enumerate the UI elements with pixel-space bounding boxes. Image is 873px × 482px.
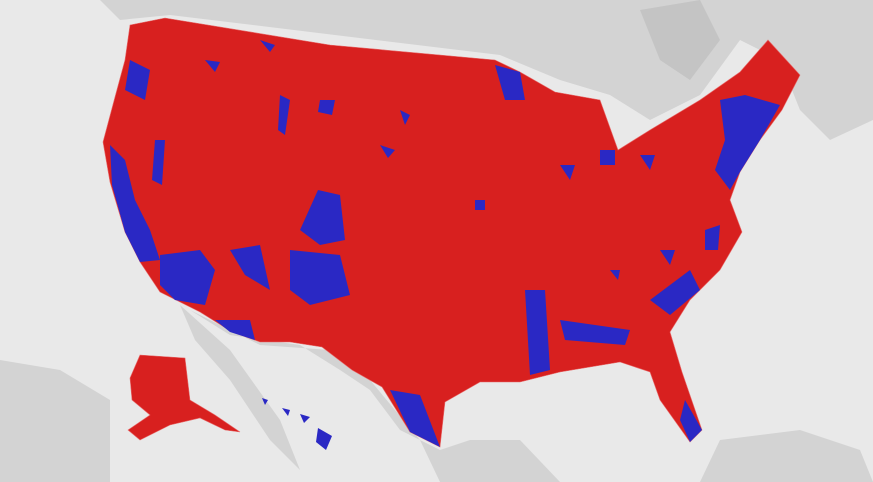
florida [680, 400, 702, 442]
new-mexico [290, 250, 350, 305]
arizona-south [215, 320, 255, 340]
west-coast [110, 145, 160, 262]
northeast [715, 95, 780, 190]
alaska [127, 354, 241, 441]
colorado [300, 190, 345, 245]
nevada [230, 245, 270, 290]
russia [0, 360, 110, 482]
caribbean [700, 430, 873, 482]
south-texas [390, 390, 440, 447]
socal [160, 250, 215, 305]
seattle [125, 60, 150, 100]
black-belt [560, 320, 630, 345]
great-lakes-shadow [640, 0, 720, 80]
hawaii [262, 398, 332, 450]
mexico [190, 310, 560, 482]
carolinas [650, 270, 700, 315]
blue-counties [110, 40, 780, 447]
baja [180, 305, 300, 470]
mountain-west [152, 40, 410, 185]
minnesota [495, 65, 525, 100]
delta [525, 290, 550, 375]
